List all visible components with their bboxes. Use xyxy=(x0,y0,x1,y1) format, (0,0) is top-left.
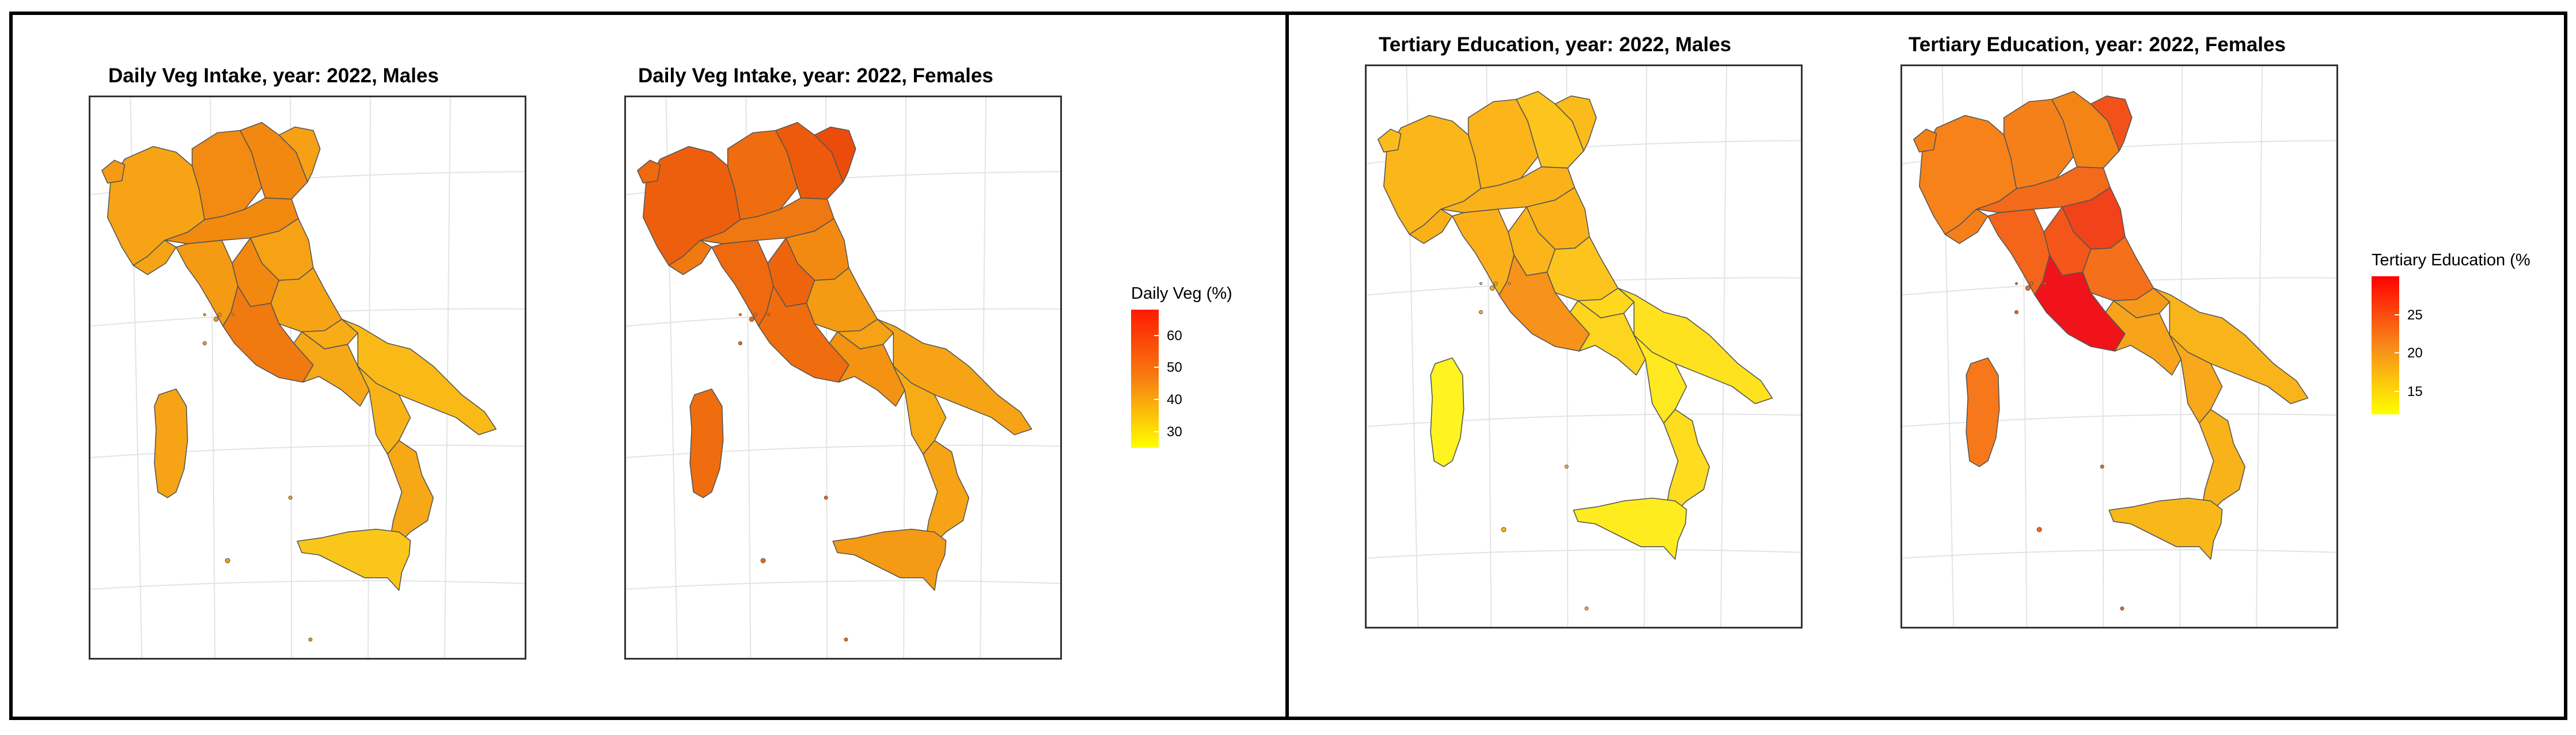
legend-tick-mark xyxy=(2395,391,2399,392)
legend-tick-mark xyxy=(2395,352,2399,354)
legend-tick-mark xyxy=(1154,399,1159,401)
legend-tick-label: 20 xyxy=(2407,345,2423,361)
islet xyxy=(202,341,207,345)
region-tuscany xyxy=(1452,208,1515,296)
legend-tick-label: 15 xyxy=(2407,384,2423,399)
map-veg-females xyxy=(624,96,1062,660)
region-north-east xyxy=(2051,90,2120,169)
region-north-west-small xyxy=(1913,128,1937,153)
legend-tick-label: 40 xyxy=(1167,392,1182,408)
islet xyxy=(1478,310,1483,314)
region-campania xyxy=(829,331,905,407)
map-title-veg-females: Daily Veg Intake, year: 2022, Females xyxy=(638,64,993,87)
legend-tick-mark xyxy=(1154,431,1159,433)
islet xyxy=(2014,310,2019,314)
map-title-edu-females: Tertiary Education, year: 2022, Females xyxy=(1909,33,2286,56)
islet xyxy=(767,313,771,317)
islet xyxy=(203,313,206,317)
islet xyxy=(2043,282,2047,285)
islet xyxy=(225,558,230,563)
legend-color-bar xyxy=(1131,310,1159,448)
islet xyxy=(213,317,219,322)
legend-tick-label: 30 xyxy=(1167,424,1182,440)
region-sardinia xyxy=(1966,357,2000,467)
region-north-east-tip xyxy=(814,126,856,182)
map-edu-females xyxy=(1900,64,2338,629)
region-sardinia xyxy=(689,389,724,498)
legend-tick-mark xyxy=(1154,334,1159,336)
legend-tick-label: 60 xyxy=(1167,327,1182,344)
islet xyxy=(1584,606,1589,611)
islet xyxy=(760,558,766,563)
map-title-edu-males: Tertiary Education, year: 2022, Males xyxy=(1379,33,1732,56)
region-calabria xyxy=(387,440,434,555)
region-north-west-small xyxy=(1378,128,1402,153)
legend-daily-veg: Daily Veg (%) 60 50 40 30 xyxy=(1131,284,1246,457)
map-title-veg-males: Daily Veg Intake, year: 2022, Males xyxy=(108,64,439,87)
region-calabria xyxy=(2199,409,2246,524)
region-sicily xyxy=(832,528,947,591)
islet xyxy=(288,496,293,500)
islet xyxy=(738,313,742,317)
islet xyxy=(232,313,235,317)
islet xyxy=(2100,464,2104,469)
region-campania xyxy=(2105,300,2182,376)
region-sardinia xyxy=(154,389,188,498)
legend-title: Daily Veg (%) xyxy=(1131,284,1232,303)
islet xyxy=(2014,282,2018,285)
region-calabria xyxy=(1663,409,1710,524)
region-calabria xyxy=(923,440,970,555)
islet xyxy=(2029,281,2034,286)
region-north-east-tip xyxy=(1554,95,1597,151)
region-sardinia xyxy=(1430,357,1465,467)
legend-tick-label: 25 xyxy=(2407,307,2423,323)
islet xyxy=(2025,285,2031,291)
legend-tick-label: 50 xyxy=(1167,360,1182,376)
region-sicily xyxy=(2108,497,2223,560)
region-north-east xyxy=(775,121,844,200)
legend-tertiary-education: Tertiary Education (% 25 20 15 xyxy=(2372,251,2567,424)
region-sicily xyxy=(1573,497,1687,560)
islet xyxy=(1489,285,1495,291)
islet xyxy=(1501,527,1507,532)
region-campania xyxy=(293,331,370,407)
region-tuscany xyxy=(711,239,774,327)
islet xyxy=(1479,282,1482,285)
region-north-west-small xyxy=(637,159,661,184)
legend-tick-mark xyxy=(1154,367,1159,368)
islet xyxy=(308,637,313,642)
region-north-east-tip xyxy=(278,126,321,182)
map-veg-males xyxy=(89,96,526,660)
legend-color-bar xyxy=(2372,276,2399,414)
region-north-east xyxy=(1516,90,1584,169)
region-north-west-small xyxy=(101,159,126,184)
legend-title: Tertiary Education (% xyxy=(2372,251,2531,269)
region-sicily xyxy=(297,528,411,591)
islet xyxy=(844,637,848,642)
region-tuscany xyxy=(1987,208,2050,296)
islet xyxy=(2036,527,2042,532)
islet xyxy=(1493,281,1498,286)
region-north-east-tip xyxy=(2090,95,2133,151)
legend-tick-mark xyxy=(2395,314,2399,315)
islet xyxy=(217,313,222,317)
islet xyxy=(1508,282,1511,285)
region-tuscany xyxy=(176,239,238,327)
map-edu-males xyxy=(1365,64,1803,629)
islet xyxy=(753,313,757,317)
islet xyxy=(738,341,742,345)
region-north-east xyxy=(240,121,308,200)
islet xyxy=(1564,464,1569,469)
islet xyxy=(2120,606,2124,611)
islet xyxy=(824,496,828,500)
region-campania xyxy=(1569,300,1646,376)
islet xyxy=(749,317,754,322)
